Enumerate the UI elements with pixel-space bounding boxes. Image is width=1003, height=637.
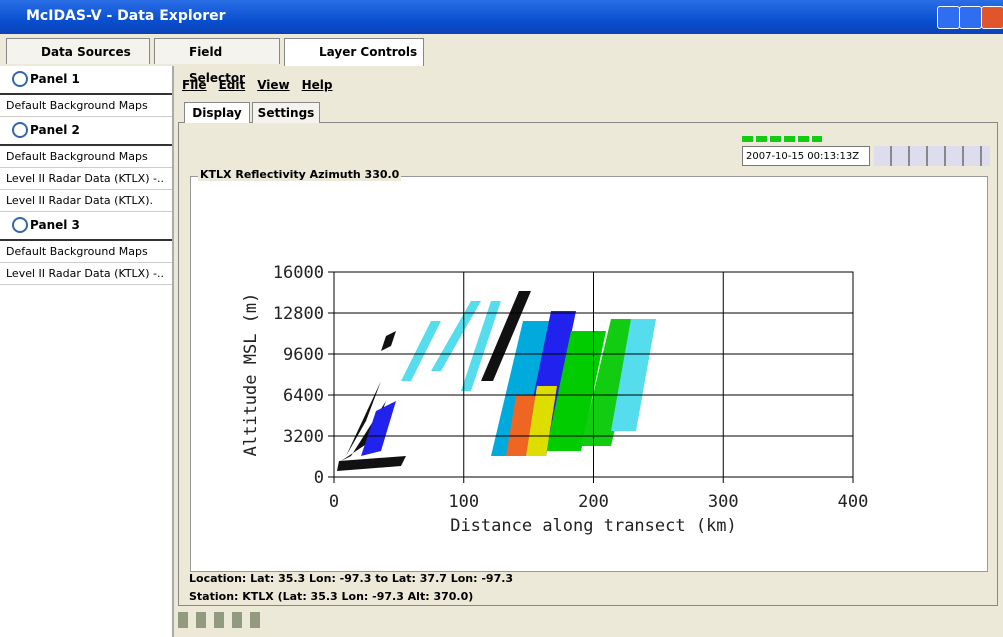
radar-streak (401, 321, 441, 381)
x-axis-label: Distance along transect (km) (450, 516, 737, 536)
panel-icon (12, 71, 28, 87)
menu-item[interactable]: Help (302, 78, 333, 92)
time-selector[interactable]: 2007-10-15 00:13:13Z (742, 146, 870, 166)
station-text: Station: KTLX (Lat: 35.3 Lon: -97.3 Alt:… (189, 590, 473, 603)
layer-item[interactable]: Level II Radar Data (KTLX). (0, 190, 172, 212)
panel-header[interactable]: Panel 1 (0, 66, 172, 95)
subtab[interactable]: Settings (252, 102, 320, 123)
title-bar: McIDAS-V - Data Explorer (0, 0, 1003, 34)
x-tick-label: 200 (578, 492, 609, 512)
y-axis-label: Altitude MSL (m) (241, 293, 261, 457)
animation-controls[interactable] (874, 146, 990, 166)
y-tick-label: 12800 (273, 304, 324, 324)
y-tick-label: 16000 (273, 263, 324, 283)
radar-streak (337, 456, 406, 471)
menu-item[interactable]: File (182, 78, 207, 92)
radar-image (337, 291, 656, 471)
y-tick-label: 9600 (283, 345, 324, 365)
panel-header[interactable]: Panel 2 (0, 117, 172, 146)
panel-icon (12, 217, 28, 233)
chart: 0 3200 6400 9600 12800 16000 0 100 200 300 400 Dist… (191, 177, 987, 571)
x-tick-label: 100 (448, 492, 479, 512)
radar-streak (361, 401, 396, 456)
minimize-button[interactable] (937, 6, 960, 29)
panel-header[interactable]: Panel 3 (0, 212, 172, 241)
radar-streak (381, 331, 396, 351)
location-text: Location: Lat: 35.3 Lon: -97.3 to Lat: 3… (189, 572, 513, 585)
tab[interactable]: Data Sources (6, 38, 150, 64)
menu-bar: File Edit View Help (182, 78, 345, 92)
y-tick-label: 6400 (283, 386, 324, 406)
x-tick-label: 300 (708, 492, 739, 512)
maximize-button[interactable] (959, 6, 982, 29)
close-button[interactable] (981, 6, 1003, 29)
layer-item[interactable]: Level II Radar Data (KTLX) -.. (0, 168, 172, 190)
y-tick-label: 0 (314, 468, 324, 488)
chart-title: KTLX Reflectivity Azimuth 330.0 (198, 168, 401, 181)
y-tick-label: 3200 (283, 427, 324, 447)
window-title: McIDAS-V - Data Explorer (26, 8, 226, 24)
layer-item[interactable]: Level II Radar Data (KTLX) -.. (0, 263, 172, 285)
tab[interactable]: Field Selector (154, 38, 280, 64)
layer-item[interactable]: Default Background Maps (0, 146, 172, 168)
menu-item[interactable]: View (257, 78, 289, 92)
x-tick-label: 400 (838, 492, 869, 512)
panel-icon (12, 122, 28, 138)
x-tick-label: 0 (329, 492, 339, 512)
time-indicator (742, 136, 822, 142)
tab[interactable]: Layer Controls (284, 38, 424, 66)
subtab[interactable]: Display (184, 102, 250, 123)
menu-item[interactable]: Edit (219, 78, 246, 92)
plot-panel: 0 3200 6400 9600 12800 16000 0 100 200 300 400 Dist… (190, 176, 988, 572)
toolbar-icons[interactable] (178, 612, 268, 628)
layer-item[interactable]: Default Background Maps (0, 95, 172, 117)
layer-item[interactable]: Default Background Maps (0, 241, 172, 263)
app-window: McIDAS-V - Data Explorer Data SourcesFie… (0, 0, 1003, 637)
